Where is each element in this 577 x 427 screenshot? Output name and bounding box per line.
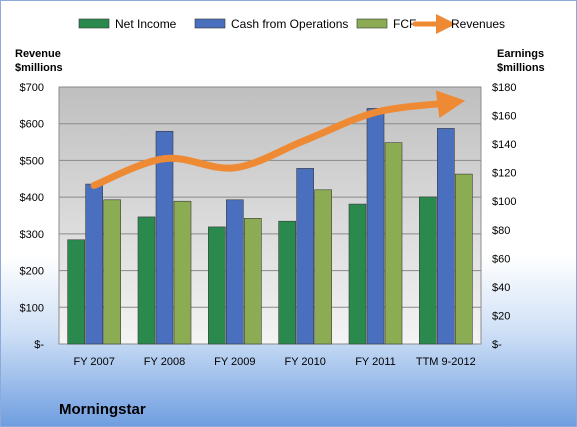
right-tick-label: $100 xyxy=(492,196,516,208)
right-tick-label: $140 xyxy=(492,139,516,151)
left-tick-label: $200 xyxy=(20,266,44,278)
left-tick-label: $500 xyxy=(20,155,44,167)
bar-fcf xyxy=(103,199,121,345)
right-tick-label: $40 xyxy=(492,282,510,294)
bar-cash-from-operations xyxy=(155,130,174,345)
category-label: FY 2011 xyxy=(355,356,396,368)
left-tick-label: $300 xyxy=(20,229,44,241)
bar-net-income xyxy=(67,239,85,345)
bar-fcf xyxy=(455,173,473,345)
left-tick-label: $- xyxy=(34,339,44,351)
bar-cash-from-operations xyxy=(366,108,385,345)
bar-cash-from-operations xyxy=(437,128,455,345)
left-axis-title-line2: $millions xyxy=(15,62,63,74)
left-tick-label: $700 xyxy=(20,82,44,94)
right-tick-label: $120 xyxy=(492,168,516,180)
category-label: FY 2009 xyxy=(214,356,255,368)
category-label: FY 2010 xyxy=(284,356,325,368)
bar-fcf xyxy=(384,142,403,345)
bar-fcf xyxy=(173,200,192,345)
bar-net-income xyxy=(208,226,226,345)
category-label: TTM 9-2012 xyxy=(416,356,476,368)
legend: Net Income Cash from Operations FCF Revenue… xyxy=(78,14,505,34)
left-axis-title-line1: Revenue xyxy=(15,48,61,60)
right-axis-title-line2: $millions xyxy=(497,62,545,74)
legend-label: Cash from Operations xyxy=(231,17,348,31)
legend-label: Revenues xyxy=(451,17,505,31)
revenue-line-path xyxy=(90,90,466,189)
bar-cash-from-operations xyxy=(296,168,314,345)
revenue-line xyxy=(90,90,466,189)
legend-swatch-cash-from-operations xyxy=(194,18,226,29)
right-tick-label: $180 xyxy=(492,82,516,94)
left-tick-label: $100 xyxy=(20,302,44,314)
bar-net-income xyxy=(278,220,296,345)
bar-cash-from-operations xyxy=(85,183,103,345)
legend-swatch-net-income xyxy=(78,18,110,29)
right-tick-label: $- xyxy=(492,339,502,351)
bar-net-income xyxy=(137,216,156,345)
bar-fcf xyxy=(314,189,332,345)
bar-net-income xyxy=(419,196,437,345)
right-tick-label: $60 xyxy=(492,253,510,265)
axes: $- $100 $200 $300 $400 $500 $600 $700 $- $20 $40 $6… xyxy=(20,82,517,368)
right-axis-title-line1: Earnings xyxy=(497,48,544,60)
right-tick-label: $160 xyxy=(492,111,516,123)
bar-cash-from-operations xyxy=(226,199,244,345)
bars xyxy=(67,108,473,345)
bar-fcf xyxy=(244,218,262,345)
legend-label: FCF xyxy=(393,17,416,31)
category-label: FY 2008 xyxy=(144,356,185,368)
plot-area xyxy=(58,86,482,345)
gridlines xyxy=(59,86,481,308)
left-tick-label: $400 xyxy=(20,192,44,204)
right-tick-label: $20 xyxy=(492,310,510,322)
legend-label: Net Income xyxy=(115,17,177,31)
chart-title: Morningstar xyxy=(59,401,146,418)
left-tick-label: $600 xyxy=(20,119,44,131)
category-label: FY 2007 xyxy=(73,356,114,368)
legend-swatch-fcf xyxy=(356,18,388,29)
bar-net-income xyxy=(348,203,367,345)
right-tick-label: $80 xyxy=(492,225,510,237)
